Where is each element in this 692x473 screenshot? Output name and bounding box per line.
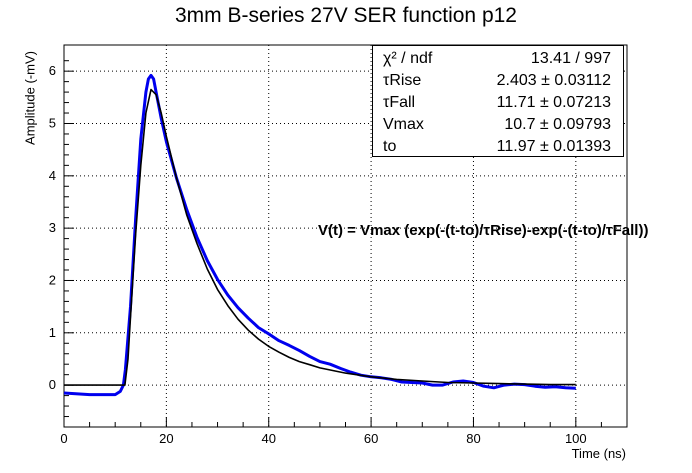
stat-row-t0: to 11.97 ± 0.01393 xyxy=(373,138,623,160)
stat-name: τRise xyxy=(383,72,422,89)
x-tick-label: 80 xyxy=(466,431,480,446)
y-tick-label: 1 xyxy=(49,325,56,340)
y-tick-label: 4 xyxy=(49,168,56,183)
axis-ticks: 0 20 40 60 80 100 0 1 2 3 4 5 6 xyxy=(49,60,628,446)
stat-value: 11.71 ± 0.07213 xyxy=(496,94,611,111)
data-waveform-line xyxy=(63,73,576,397)
stat-value: 2.403 ± 0.03112 xyxy=(496,72,611,89)
x-tick-label: 60 xyxy=(364,431,378,446)
stat-name: Vmax xyxy=(383,116,424,133)
y-tick-label: 2 xyxy=(49,272,56,287)
fit-formula: V(t) = Vmax (exp(-(t-to)/τRise)-exp(-(t-… xyxy=(318,222,649,239)
stat-row-tau-rise: τRise 2.403 ± 0.03112 xyxy=(373,72,623,94)
y-tick-label: 6 xyxy=(49,63,56,78)
x-tick-label: 0 xyxy=(60,431,67,446)
x-tick-label: 100 xyxy=(565,431,587,446)
x-axis-label: Time (ns) xyxy=(571,446,626,461)
x-tick-label: 40 xyxy=(261,431,275,446)
stat-value: 11.97 ± 0.01393 xyxy=(496,138,611,155)
series-layer xyxy=(63,73,576,397)
chart-title: 3mm B-series 27V SER function p12 xyxy=(175,4,517,27)
y-tick-label: 5 xyxy=(49,115,56,130)
x-tick-label: 20 xyxy=(159,431,173,446)
stat-row-tau-fall: τFall 11.71 ± 0.07213 xyxy=(373,94,623,116)
stat-value: 10.7 ± 0.09793 xyxy=(504,116,611,133)
stat-row-vmax: Vmax 10.7 ± 0.09793 xyxy=(373,116,623,138)
y-axis-label: Amplitude (-mV) xyxy=(22,51,38,145)
stat-name: τFall xyxy=(383,94,416,111)
y-tick-label: 0 xyxy=(49,377,56,392)
y-tick-label: 3 xyxy=(49,220,56,235)
stat-value: 13.41 / 997 xyxy=(530,50,611,67)
fit-curve-line xyxy=(64,88,576,386)
stat-name: to xyxy=(383,138,397,155)
stat-row-chi2: χ² / ndf 13.41 / 997 xyxy=(373,50,623,72)
stat-name: χ² / ndf xyxy=(383,50,433,67)
fit-stats-box: χ² / ndf 13.41 / 997 τRise 2.403 ± 0.031… xyxy=(372,45,624,157)
